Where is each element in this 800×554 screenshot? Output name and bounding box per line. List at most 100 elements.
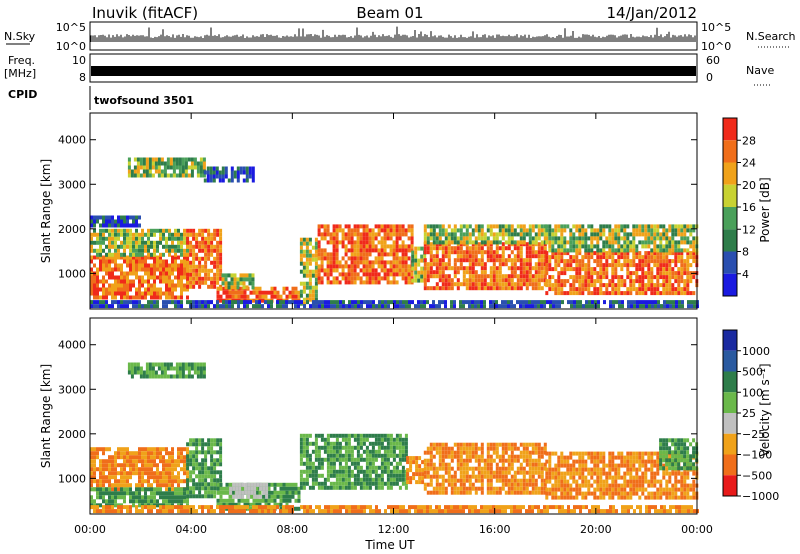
heatmap-cell (323, 441, 327, 446)
heatmap-cell (605, 244, 609, 249)
heatmap-cell (219, 450, 223, 455)
heatmap-cell (411, 266, 415, 271)
heatmap-cell (570, 304, 573, 309)
heatmap-cell (189, 438, 193, 443)
heatmap-cell (554, 495, 558, 500)
heatmap-cell (227, 273, 231, 278)
heatmap-cell (480, 300, 483, 305)
heatmap-cell (644, 228, 648, 233)
heatmap-cell (421, 476, 425, 481)
heatmap-cell (444, 278, 448, 283)
heatmap-cell (456, 466, 460, 471)
heatmap-cell (450, 232, 454, 237)
heatmap-cell (129, 263, 132, 268)
heatmap-cell (314, 465, 318, 470)
heatmap-cell (317, 280, 321, 285)
heatmap-cell (692, 248, 696, 253)
heatmap-cell (462, 470, 466, 475)
heatmap-cell (204, 268, 208, 273)
heatmap-cell (282, 490, 286, 495)
heatmap-cell (534, 250, 538, 255)
heatmap-cell (620, 248, 624, 253)
heatmap-cell (326, 433, 330, 438)
heatmap-cell (132, 236, 135, 241)
heatmap-cell (141, 228, 144, 233)
heatmap-cell (156, 447, 159, 452)
heatmap-cell (554, 483, 558, 488)
heatmap-cell (171, 248, 174, 253)
heatmap-cell (432, 470, 436, 475)
heatmap-cell (459, 462, 463, 467)
heatmap-cell (225, 498, 229, 503)
heatmap-cell (159, 487, 162, 492)
heatmap-cell (123, 455, 126, 460)
heatmap-cell (380, 276, 384, 281)
heatmap-cell (644, 287, 648, 292)
heatmap-cell (183, 228, 186, 233)
heatmap-cell (650, 232, 654, 237)
heatmap-cell (305, 261, 309, 266)
heatmap-cell (330, 300, 333, 305)
heatmap-cell (410, 248, 414, 253)
heatmap-cell (554, 291, 558, 296)
heatmap-cell (209, 166, 213, 171)
heatmap-cell (147, 271, 150, 276)
heatmap-cell (612, 300, 615, 305)
heatmap-cell (569, 475, 573, 480)
heatmap-cell (317, 264, 321, 269)
heatmap-cell (183, 252, 186, 257)
heatmap-cell (255, 294, 259, 299)
heatmap-cell (153, 240, 156, 245)
heatmap-cell (195, 486, 199, 491)
heatmap-cell (551, 236, 555, 241)
heatmap-cell (374, 477, 378, 482)
heatmap-cell (341, 453, 345, 458)
heatmap-cell (415, 464, 419, 469)
heatmap-cell (584, 232, 588, 237)
heatmap-cell (548, 475, 552, 480)
heatmap-cell (347, 248, 351, 253)
heatmap-cell (486, 486, 490, 491)
heatmap-cell (123, 479, 126, 484)
heatmap-cell (534, 482, 538, 487)
heatmap-cell (329, 441, 333, 446)
heatmap-cell (608, 240, 612, 245)
heatmap-cell (686, 259, 690, 264)
heatmap-cell (230, 281, 234, 286)
heatmap-cell (626, 275, 630, 280)
heatmap-cell (156, 248, 159, 253)
heatmap-cell (557, 248, 561, 253)
heatmap-cell (273, 494, 277, 499)
heatmap-cell (267, 486, 271, 491)
heatmap-cell (438, 304, 441, 309)
heatmap-cell (168, 300, 171, 305)
heatmap-cell (423, 236, 427, 241)
heatmap-cell (341, 276, 345, 281)
heatmap-cell (144, 240, 147, 245)
heatmap-cell (90, 215, 93, 220)
heatmap-cell (644, 244, 648, 249)
heatmap-cell (350, 469, 354, 474)
heatmap-cell (282, 482, 286, 487)
heatmap-cell (147, 475, 150, 480)
heatmap-cell (238, 482, 242, 487)
heatmap-cell (635, 248, 639, 253)
heatmap-cell (522, 478, 526, 483)
heatmap-cell (335, 280, 339, 285)
heatmap-cell (608, 291, 612, 296)
heatmap-cell (638, 251, 642, 256)
heatmap-cell (407, 228, 411, 233)
heatmap-cell (519, 228, 523, 233)
heatmap-cell (489, 274, 493, 279)
heatmap-cell (510, 454, 514, 459)
heatmap-cell (450, 278, 454, 283)
heatmap-cell (537, 274, 541, 279)
heatmap-cell (510, 236, 514, 241)
heatmap-cell (210, 478, 214, 483)
heatmap-cell (141, 304, 144, 309)
heatmap-cell (222, 300, 225, 305)
heatmap-cell (362, 244, 366, 249)
heatmap-cell (474, 490, 478, 495)
heatmap-cell (129, 483, 132, 488)
heatmap-cell (525, 250, 529, 255)
